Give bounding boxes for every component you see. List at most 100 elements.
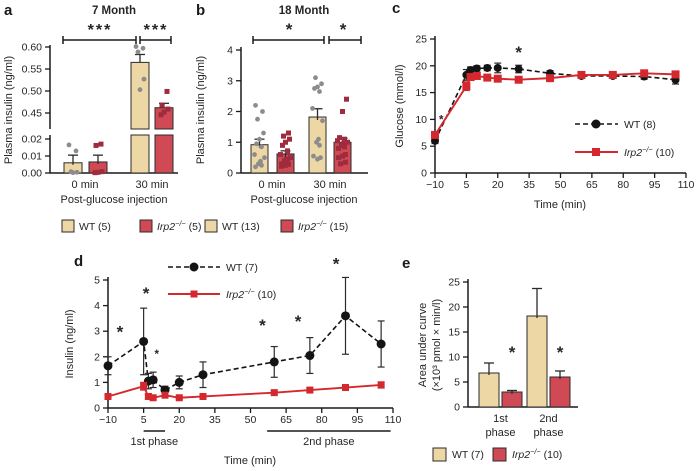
- wt-scatter-point: [319, 81, 324, 87]
- legend-marker-wt: [591, 119, 601, 129]
- significance-star: *: [340, 20, 347, 39]
- ko-series: [431, 69, 680, 139]
- wt-scatter-point: [74, 169, 80, 175]
- y-tick-label: 0.45: [22, 108, 43, 120]
- legend: WT (7) Irp2−/− (10): [168, 262, 276, 301]
- x-tick-label: 5: [463, 179, 469, 191]
- ko-scatter-point: [98, 141, 104, 147]
- wt-scatter-point: [314, 139, 319, 145]
- y-tick-label: 0.50: [22, 86, 43, 98]
- wt-scatter-point: [135, 49, 141, 55]
- y-axis-title: (×10³ pmol × min/l): [431, 299, 443, 391]
- ko-scatter-point: [164, 88, 170, 94]
- ko-scatter-point: [338, 161, 343, 167]
- ko-point: [546, 74, 555, 83]
- x-category-label: 1st: [493, 413, 508, 425]
- panel-letter-e: e: [402, 255, 411, 272]
- wt-point: [139, 336, 149, 346]
- y-axis-title: Plasma insulin (ng/ml): [3, 56, 15, 164]
- legend-swatch-ko: [139, 219, 153, 233]
- y-axis-title: Glucose (mmol/l): [394, 64, 406, 147]
- wt-point: [198, 370, 208, 380]
- y-tick-label: 0: [94, 403, 100, 415]
- ko-point: [466, 73, 475, 82]
- sig-bracket: [62, 36, 137, 44]
- wt-point: [305, 351, 315, 361]
- x-category-label: 0 min: [72, 179, 99, 191]
- ko-scatter-point: [336, 145, 341, 151]
- legend-label-wt: WT (7): [452, 449, 484, 461]
- x-category-label: 0 min: [259, 179, 286, 191]
- panel-letter-d: d: [74, 253, 84, 270]
- wt-point: [341, 311, 350, 321]
- significance-star: *: [286, 20, 293, 39]
- y-tick-label: 3: [227, 75, 233, 87]
- x-category-label: 2nd: [539, 413, 557, 425]
- wt-point: [466, 66, 475, 75]
- wt-scatter-point: [261, 130, 266, 136]
- y-axis: 0.45 0.50 0.55 0.60 0.00 0.01 0.02: [22, 42, 51, 180]
- ko-point: [270, 389, 278, 397]
- legend-label-wt: WT (8): [624, 119, 656, 131]
- y-tick-label: 5: [454, 377, 460, 389]
- sig-bracket: [328, 36, 362, 44]
- wt-scatter-point: [137, 87, 143, 93]
- ko-scatter-point: [93, 142, 99, 148]
- ko-scatter-point: [339, 142, 344, 148]
- wt-scatter-point: [70, 170, 76, 176]
- wt-point: [148, 375, 158, 385]
- ko-scatter: [335, 96, 350, 167]
- ko-series: [104, 381, 385, 402]
- ko-scatter: [278, 130, 293, 169]
- ko-point: [462, 82, 471, 91]
- x-tick-label: 35: [209, 414, 221, 426]
- panel-c: c 0 5 10 15 20 25 −10 5 20 35 50 65 80 95 110 * * Time (m…: [390, 0, 698, 235]
- phase-annotation: 1st phase: [130, 430, 178, 448]
- ko-point: [640, 69, 649, 78]
- wt-point: [483, 63, 492, 72]
- ko-scatter-point: [344, 96, 349, 102]
- legend-marker-wt: [189, 262, 199, 272]
- wt-scatter: [66, 142, 80, 176]
- y-tick-label: 10: [415, 114, 427, 126]
- y-tick-label: 1: [94, 377, 100, 389]
- wt-point: [174, 377, 184, 387]
- ko-scatter-point: [283, 139, 288, 145]
- y-axis-title: Area under curve: [417, 303, 429, 387]
- significance-stars: ***: [144, 22, 169, 39]
- ko-scatter-point: [158, 112, 164, 118]
- x-axis-title: Time (min): [224, 455, 276, 467]
- ko-scatter-point: [343, 152, 348, 158]
- y-tick-label: 0.55: [22, 64, 43, 76]
- ko-scatter-point: [342, 144, 347, 150]
- wt-scatter-point: [259, 162, 264, 168]
- x-tick-label: 110: [385, 414, 402, 426]
- x-tick-label: 50: [555, 179, 567, 191]
- x-axis-title: Time (min): [534, 199, 586, 211]
- ko-scatter-point: [95, 169, 101, 175]
- panel-b: b 18 Month * * 0 1 2 3 4 0 min 30 min Post-glucose…: [190, 0, 390, 245]
- y-tick-label: 20: [415, 60, 427, 72]
- chart-d-insulin-timecourse: 0 1 2 3 4 5 −10 5 20 35 50 65 80 95 110 * * * * * * Time (min…: [64, 255, 402, 467]
- ko-point: [514, 75, 523, 84]
- error-bar: [93, 154, 103, 164]
- ko-scatter-point: [281, 133, 286, 139]
- y-tick-label: 10: [448, 352, 460, 364]
- legend-label-wt: WT (7): [226, 262, 258, 274]
- legend-label-ko: Irp2−/− (5): [157, 219, 201, 233]
- error-bar: [507, 389, 517, 394]
- ko-point: [199, 392, 207, 400]
- phase-label: 1st phase: [130, 436, 178, 448]
- wt-scatter-point: [310, 106, 315, 111]
- y-tick-label: 0: [454, 402, 460, 414]
- y-tick-label: 2: [227, 106, 233, 118]
- wt-scatter-point: [262, 155, 267, 161]
- error-bar: [135, 53, 145, 63]
- ko-scatter-point: [285, 148, 290, 154]
- y-tick-label: 15: [415, 87, 427, 99]
- legend-marker-ko: [190, 290, 198, 298]
- x-tick-label: 95: [352, 414, 364, 426]
- y-tick-label: 0: [227, 168, 233, 180]
- panel-letter-c: c: [392, 0, 401, 17]
